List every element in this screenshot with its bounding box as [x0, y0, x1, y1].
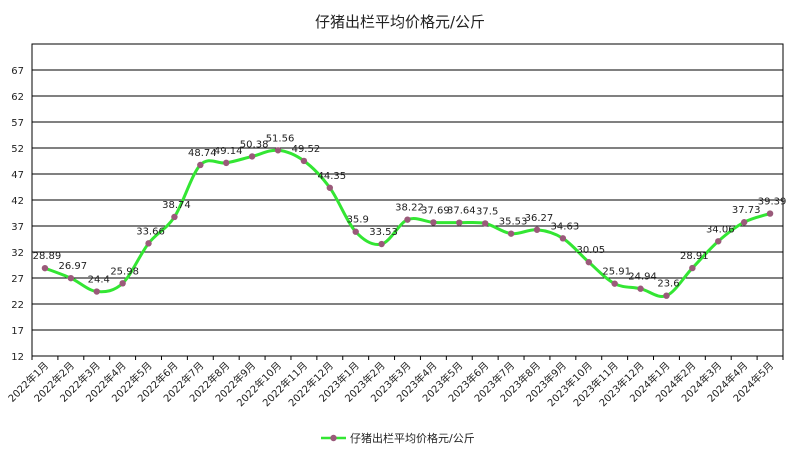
- data-point: [248, 153, 256, 160]
- data-label: 51.56: [266, 133, 295, 144]
- data-point: [637, 285, 644, 292]
- data-label: 28.91: [680, 251, 709, 262]
- data-label: 35.9: [347, 215, 369, 226]
- data-point: [559, 235, 567, 242]
- data-label: 26.97: [59, 261, 88, 272]
- data-point: [663, 292, 670, 299]
- legend-marker-swatch: [330, 434, 337, 442]
- data-label: 33.53: [369, 227, 398, 238]
- y-axis-ticks: 12 17 22 27 32 37 42 47 52 57 62 67: [11, 66, 24, 363]
- grid-lines: [31, 43, 784, 357]
- y-tick-label: 57: [11, 118, 24, 129]
- data-label: 33.66: [136, 226, 165, 237]
- y-tick-label: 42: [11, 196, 24, 207]
- data-point: [326, 184, 334, 191]
- y-tick-label: 32: [11, 248, 24, 259]
- data-point: [585, 258, 592, 266]
- data-label: 49.52: [292, 144, 321, 155]
- data-label: 37.5: [476, 206, 498, 217]
- y-tick-label: 27: [11, 274, 24, 285]
- y-tick-label: 17: [11, 326, 24, 337]
- series-line: [44, 148, 771, 298]
- data-label: 37.64: [447, 206, 476, 217]
- data-point: [274, 147, 282, 154]
- data-point: [93, 288, 100, 295]
- data-label: 50.38: [240, 139, 269, 150]
- data-label: 38.22: [395, 203, 424, 214]
- y-tick-label: 22: [11, 300, 24, 311]
- data-label: 24.4: [88, 275, 110, 286]
- y-tick-label: 47: [11, 170, 24, 181]
- data-point: [378, 240, 385, 248]
- data-label: 25.98: [110, 266, 139, 277]
- data-label: 48.74: [188, 148, 217, 159]
- y-tick-label: 62: [11, 92, 24, 103]
- y-tick-label: 12: [11, 352, 24, 363]
- data-point: [67, 274, 75, 282]
- data-label: 37.73: [732, 205, 761, 216]
- data-point: [533, 226, 541, 233]
- chart-title: 仔猪出栏平均价格元/公斤: [315, 13, 485, 31]
- data-label: 34.63: [551, 221, 580, 232]
- data-label: 39.39: [758, 197, 787, 208]
- y-tick-label: 67: [11, 66, 24, 77]
- data-point: [41, 264, 49, 272]
- data-point: [197, 161, 204, 169]
- y-tick-label: 52: [11, 144, 24, 155]
- data-point: [171, 213, 178, 221]
- data-point: [689, 264, 696, 272]
- data-label: 35.53: [499, 217, 528, 228]
- legend-label: 仔猪出栏平均价格元/公斤: [350, 431, 475, 445]
- data-point: [611, 280, 618, 287]
- data-point: [507, 230, 515, 237]
- data-label: 25.91: [602, 267, 631, 278]
- data-point: [404, 216, 411, 223]
- data-point: [430, 219, 437, 226]
- data-point: [740, 219, 748, 226]
- data-point: [119, 280, 126, 287]
- data-point: [223, 159, 230, 167]
- data-point: [715, 238, 722, 245]
- data-point: [766, 210, 774, 217]
- data-label: 28.89: [33, 251, 62, 262]
- legend: 仔猪出栏平均价格元/公斤: [321, 431, 475, 445]
- data-label: 24.94: [628, 272, 657, 283]
- data-point: [300, 157, 308, 165]
- data-point: [145, 240, 152, 247]
- data-point: [481, 220, 489, 227]
- data-point: [456, 219, 463, 226]
- data-label: 44.35: [317, 171, 346, 182]
- data-label: 36.27: [525, 213, 554, 224]
- data-point: [352, 228, 359, 235]
- y-tick-label: 37: [11, 222, 24, 233]
- x-axis-ticks: 2022年1月2022年2月2022年3月2022年4月2022年5月2022年…: [5, 356, 784, 409]
- data-label: 37.69: [421, 205, 450, 216]
- data-label: 23.6: [657, 279, 679, 290]
- data-label: 30.05: [576, 245, 605, 256]
- data-label: 38.74: [162, 200, 191, 211]
- data-label: 34.06: [706, 224, 735, 235]
- data-label: 49.14: [214, 146, 243, 157]
- series-layer: 28.8926.9724.425.9833.6638.7448.7449.145…: [33, 133, 787, 299]
